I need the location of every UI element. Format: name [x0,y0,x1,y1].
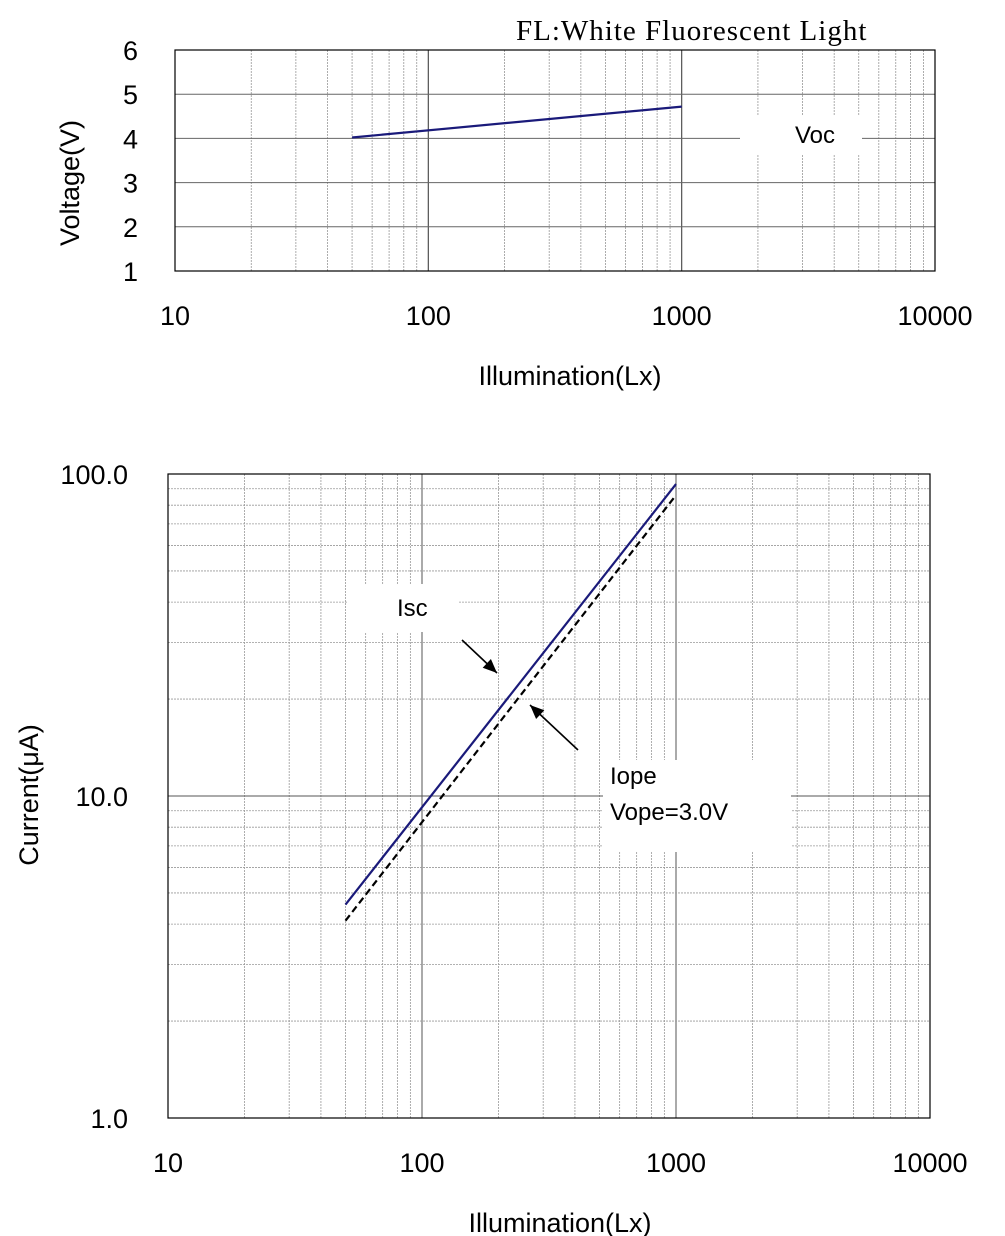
voltage-x-tick-labels: 10 100 1000 10000 [160,301,973,331]
series-line-voc [351,105,682,139]
current-grid [167,473,931,1119]
y-tick-label: 3 [123,169,138,199]
plot-frame [167,473,931,1119]
y-tick-label: 4 [123,124,138,154]
x-tick-label: 100 [406,301,451,331]
current-plot-frame [167,473,931,1119]
x-tick-label: 1000 [646,1148,706,1178]
voltage-series-labels: Voc [740,115,862,155]
label-background [603,760,791,852]
label-background [740,115,862,155]
current-y-tick-labels: 1.0 10.0 100.0 [60,460,128,1134]
figure-note: FL:White Fluorescent Light [516,15,867,47]
x-tick-label: 10 [153,1148,183,1178]
series-line-iope [344,494,677,922]
current-x-tick-labels: 10 100 1000 10000 [153,1148,968,1178]
voltage-y-axis-title: Voltage(V) [55,120,85,246]
current-series-labels: Isc Iope Vope=3.0V [348,584,791,852]
arrow-head [530,705,545,719]
y-tick-label: 10.0 [75,782,128,812]
current-y-axis-title: Current(μA) [14,724,44,866]
voltage-y-tick-labels: 1 2 3 4 5 6 [123,36,138,287]
voltage-chart: Voc 10 100 1000 10000 1 2 3 4 5 6 Illumination(L… [55,36,973,391]
x-tick-label: 10000 [897,301,972,331]
label-background [348,584,458,632]
voltage-series [351,105,682,139]
y-tick-label: 6 [123,36,138,66]
x-tick-label: 10000 [892,1148,967,1178]
series-line-isc [344,483,677,906]
x-tick-label: 10 [160,301,190,331]
current-series [344,483,677,922]
current-x-axis-title: Illumination(Lx) [468,1208,651,1236]
voltage-x-axis-title: Illumination(Lx) [478,361,661,391]
voltage-plot-frame [174,49,936,272]
y-tick-label: 1.0 [90,1104,128,1134]
x-tick-label: 100 [399,1148,444,1178]
voltage-grid [174,49,936,272]
y-tick-label: 100.0 [60,460,128,490]
series-sublabel: Vope=3.0V [610,799,728,826]
y-tick-label: 1 [123,257,138,287]
plot-frame [174,49,936,272]
y-tick-label: 2 [123,213,138,243]
series-label: Iope [610,763,657,790]
arrow-head [482,659,497,673]
y-tick-label: 5 [123,80,138,110]
series-label: Isc [397,595,428,622]
x-tick-label: 1000 [652,301,712,331]
series-label: Voc [795,122,835,149]
